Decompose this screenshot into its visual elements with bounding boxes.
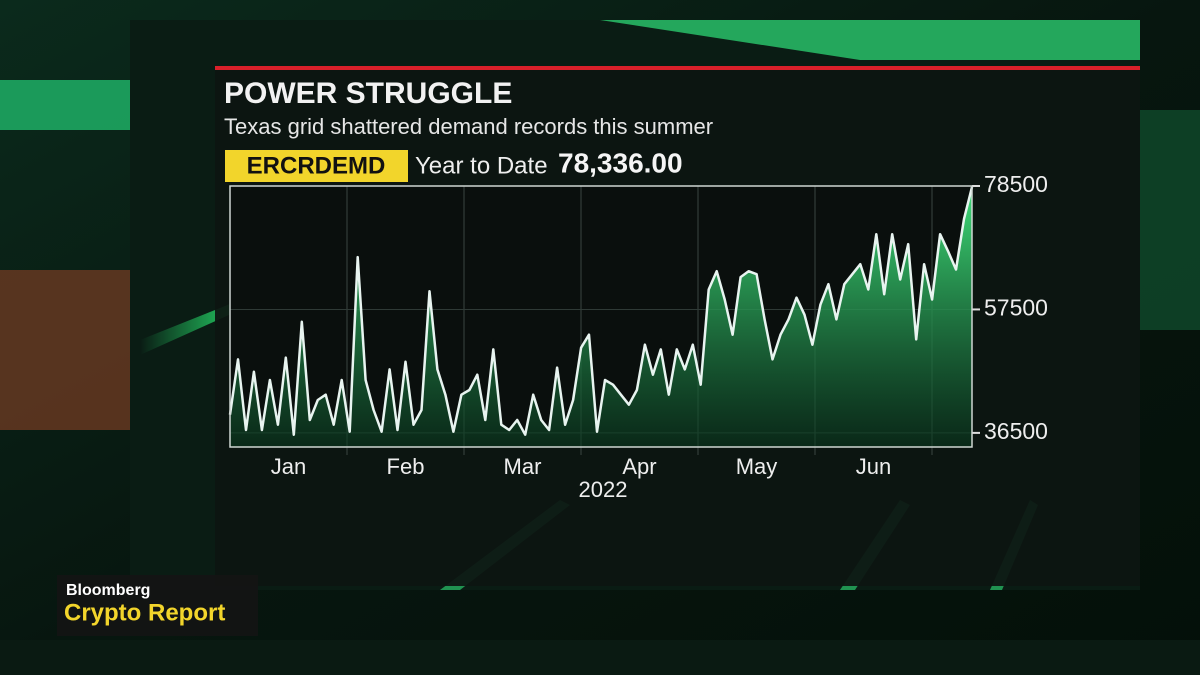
floor (0, 640, 1200, 675)
x-axis-label: 2022 (579, 477, 628, 502)
x-tick-label: Jun (856, 454, 891, 479)
chart-title: POWER STRUGGLE (224, 77, 512, 110)
show-name: Crypto Report (64, 599, 225, 626)
y-tick-label: 36500 (984, 418, 1048, 444)
x-tick-label: Apr (622, 454, 656, 479)
ticker: ERCRDEMD (247, 152, 386, 179)
x-tick-label: Feb (387, 454, 425, 479)
side-screen (1140, 110, 1200, 330)
plot-frame (229, 185, 973, 448)
ticker-box (225, 150, 408, 182)
studio-wall (0, 270, 130, 430)
x-tick-label: Jan (271, 454, 306, 479)
panel-accent (215, 66, 1140, 70)
plot: Jan Feb Mar Apr May Jun 2022 36500 57500 78500 (228, 171, 1048, 502)
streak (600, 20, 1140, 60)
line (228, 186, 974, 436)
y-tick-label: 78500 (984, 171, 1048, 197)
brand: Bloomberg (66, 582, 150, 599)
y-tick-label: 57500 (984, 295, 1048, 321)
studio-light (0, 80, 130, 130)
period: Year to Date (415, 152, 548, 179)
last-value: 78,336.00 (558, 147, 683, 178)
chart-subtitle: Texas grid shattered demand records this… (224, 114, 713, 139)
x-tick-label: Mar (504, 454, 542, 479)
x-tick-label: May (736, 454, 778, 479)
area (230, 187, 972, 447)
logo-box (57, 575, 258, 636)
